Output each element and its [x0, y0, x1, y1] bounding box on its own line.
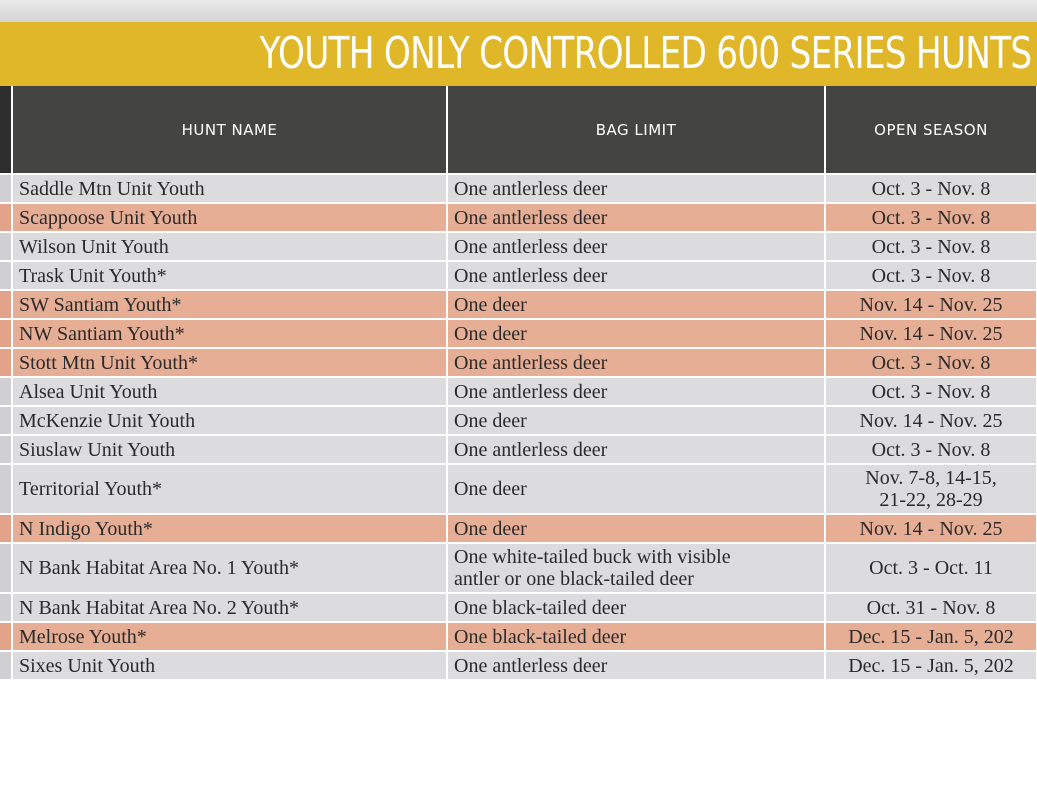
open-season-cell: Nov. 14 - Nov. 25: [825, 319, 1037, 349]
table-row: Melrose Youth* One black-tailed deer Dec. …: [0, 622, 1037, 652]
hunt-name-cell: NW Santiam Youth*: [12, 319, 448, 349]
table-row: N Indigo Youth* One deer Nov. 14 - Nov. 25: [0, 514, 1037, 544]
row-edge-cell: [0, 232, 13, 262]
table-row: Saddle Mtn Unit Youth One antlerless deer…: [0, 174, 1037, 204]
header-row: HUNT NAME BAG LIMIT OPEN SEASON: [0, 86, 1037, 175]
hunt-table: HUNT NAME BAG LIMIT OPEN SEASON Saddle M…: [0, 86, 1037, 681]
open-season-cell: Oct. 31 - Nov. 8: [825, 593, 1037, 623]
table-row: SW Santiam Youth* One deer Nov. 14 - Nov. …: [0, 290, 1037, 320]
table-row: Stott Mtn Unit Youth* One antlerless deer…: [0, 348, 1037, 378]
header-open-season: OPEN SEASON: [825, 86, 1037, 175]
bag-limit-cell: One antlerless deer: [447, 435, 826, 465]
hunt-name-cell: N Bank Habitat Area No. 1 Youth*: [12, 543, 448, 594]
row-edge-cell: [0, 651, 13, 681]
row-edge-cell: [0, 406, 13, 436]
row-edge-cell: [0, 435, 13, 465]
bag-limit-cell: One deer: [447, 406, 826, 436]
row-edge-cell: [0, 174, 13, 204]
row-edge-cell: [0, 464, 13, 515]
row-edge-cell: [0, 622, 13, 652]
table-row: Scappoose Unit Youth One antlerless deer O…: [0, 203, 1037, 233]
bag-limit-cell: One antlerless deer: [447, 377, 826, 407]
open-season-cell: Oct. 3 - Nov. 8: [825, 232, 1037, 262]
row-edge-cell: [0, 377, 13, 407]
bag-limit-cell: One black-tailed deer: [447, 593, 826, 623]
table-row: Alsea Unit Youth One antlerless deer Oct. …: [0, 377, 1037, 407]
hunt-name-cell: Wilson Unit Youth: [12, 232, 448, 262]
open-season-cell: Oct. 3 - Nov. 8: [825, 174, 1037, 204]
header-hunt-name: HUNT NAME: [12, 86, 448, 175]
row-edge-cell: [0, 514, 13, 544]
open-season-cell: Oct. 3 - Nov. 8: [825, 261, 1037, 291]
open-season-cell: Nov. 14 - Nov. 25: [825, 514, 1037, 544]
hunt-name-cell: Scappoose Unit Youth: [12, 203, 448, 233]
hunt-name-cell: Trask Unit Youth*: [12, 261, 448, 291]
open-season-line: 21-22, 28-29: [879, 489, 983, 511]
bag-limit-line: One white-tailed buck with visible: [454, 546, 731, 568]
open-season-cell: Oct. 3 - Nov. 8: [825, 435, 1037, 465]
table-row: Wilson Unit Youth One antlerless deer Oct.…: [0, 232, 1037, 262]
hunt-name-cell: Siuslaw Unit Youth: [12, 435, 448, 465]
row-edge-cell: [0, 543, 13, 594]
bag-limit-cell: One antlerless deer: [447, 203, 826, 233]
table-row: N Bank Habitat Area No. 2 Youth* One blac…: [0, 593, 1037, 623]
hunt-name-cell: Sixes Unit Youth: [12, 651, 448, 681]
open-season-cell: Oct. 3 - Nov. 8: [825, 203, 1037, 233]
table-row: Sixes Unit Youth One antlerless deer Dec. …: [0, 651, 1037, 681]
hunt-name-cell: Melrose Youth*: [12, 622, 448, 652]
open-season-cell: Dec. 15 - Jan. 5, 202: [825, 622, 1037, 652]
hunt-name-cell: Stott Mtn Unit Youth*: [12, 348, 448, 378]
table-row: McKenzie Unit Youth One deer Nov. 14 - Nov…: [0, 406, 1037, 436]
table-body: Saddle Mtn Unit Youth One antlerless deer…: [0, 174, 1037, 681]
bag-limit-cell: One antlerless deer: [447, 651, 826, 681]
bag-limit-cell: One deer: [447, 464, 826, 515]
row-edge-cell: [0, 203, 13, 233]
row-edge-cell: [0, 319, 13, 349]
open-season-cell: Dec. 15 - Jan. 5, 202: [825, 651, 1037, 681]
open-season-cell: Oct. 3 - Nov. 8: [825, 377, 1037, 407]
page-title: YOUTH ONLY CONTROLLED 600 SERIES HUNTS: [259, 28, 1031, 79]
bag-limit-cell: One white-tailed buck with visible antler…: [447, 543, 826, 594]
row-edge-cell: [0, 348, 13, 378]
hunt-name-cell: McKenzie Unit Youth: [12, 406, 448, 436]
header-bag-limit: BAG LIMIT: [447, 86, 826, 175]
bag-limit-cell: One antlerless deer: [447, 261, 826, 291]
bag-limit-cell: One deer: [447, 290, 826, 320]
open-season-cell: Nov. 7-8, 14-15, 21-22, 28-29: [825, 464, 1037, 515]
hunt-name-cell: N Bank Habitat Area No. 2 Youth*: [12, 593, 448, 623]
bag-limit-cell: One antlerless deer: [447, 174, 826, 204]
open-season-cell: Oct. 3 - Nov. 8: [825, 348, 1037, 378]
table-row: N Bank Habitat Area No. 1 Youth* One whit…: [0, 543, 1037, 594]
bag-limit-cell: One antlerless deer: [447, 348, 826, 378]
row-edge-cell: [0, 290, 13, 320]
table-row: Siuslaw Unit Youth One antlerless deer Oct…: [0, 435, 1037, 465]
bag-limit-cell: One deer: [447, 514, 826, 544]
title-banner: YOUTH ONLY CONTROLLED 600 SERIES HUNTS: [0, 22, 1037, 86]
open-season-cell: Nov. 14 - Nov. 25: [825, 406, 1037, 436]
bag-limit-cell: One antlerless deer: [447, 232, 826, 262]
hunt-name-cell: SW Santiam Youth*: [12, 290, 448, 320]
open-season-cell: Oct. 3 - Oct. 11: [825, 543, 1037, 594]
table-row: NW Santiam Youth* One deer Nov. 14 - Nov. …: [0, 319, 1037, 349]
hunt-name-cell: Territorial Youth*: [12, 464, 448, 515]
row-edge-cell: [0, 593, 13, 623]
top-strip: [0, 0, 1037, 22]
bag-limit-cell: One deer: [447, 319, 826, 349]
row-edge-cell: [0, 261, 13, 291]
header-edge-cell: [0, 86, 13, 175]
hunt-name-cell: Alsea Unit Youth: [12, 377, 448, 407]
table-row: Territorial Youth* One deer Nov. 7-8, 14-1…: [0, 464, 1037, 515]
table-row: Trask Unit Youth* One antlerless deer Oct.…: [0, 261, 1037, 291]
open-season-cell: Nov. 14 - Nov. 25: [825, 290, 1037, 320]
bag-limit-cell: One black-tailed deer: [447, 622, 826, 652]
bag-limit-line: antler or one black-tailed deer: [454, 568, 694, 590]
open-season-line: Nov. 7-8, 14-15,: [865, 467, 997, 489]
hunt-name-cell: Saddle Mtn Unit Youth: [12, 174, 448, 204]
hunt-name-cell: N Indigo Youth*: [12, 514, 448, 544]
